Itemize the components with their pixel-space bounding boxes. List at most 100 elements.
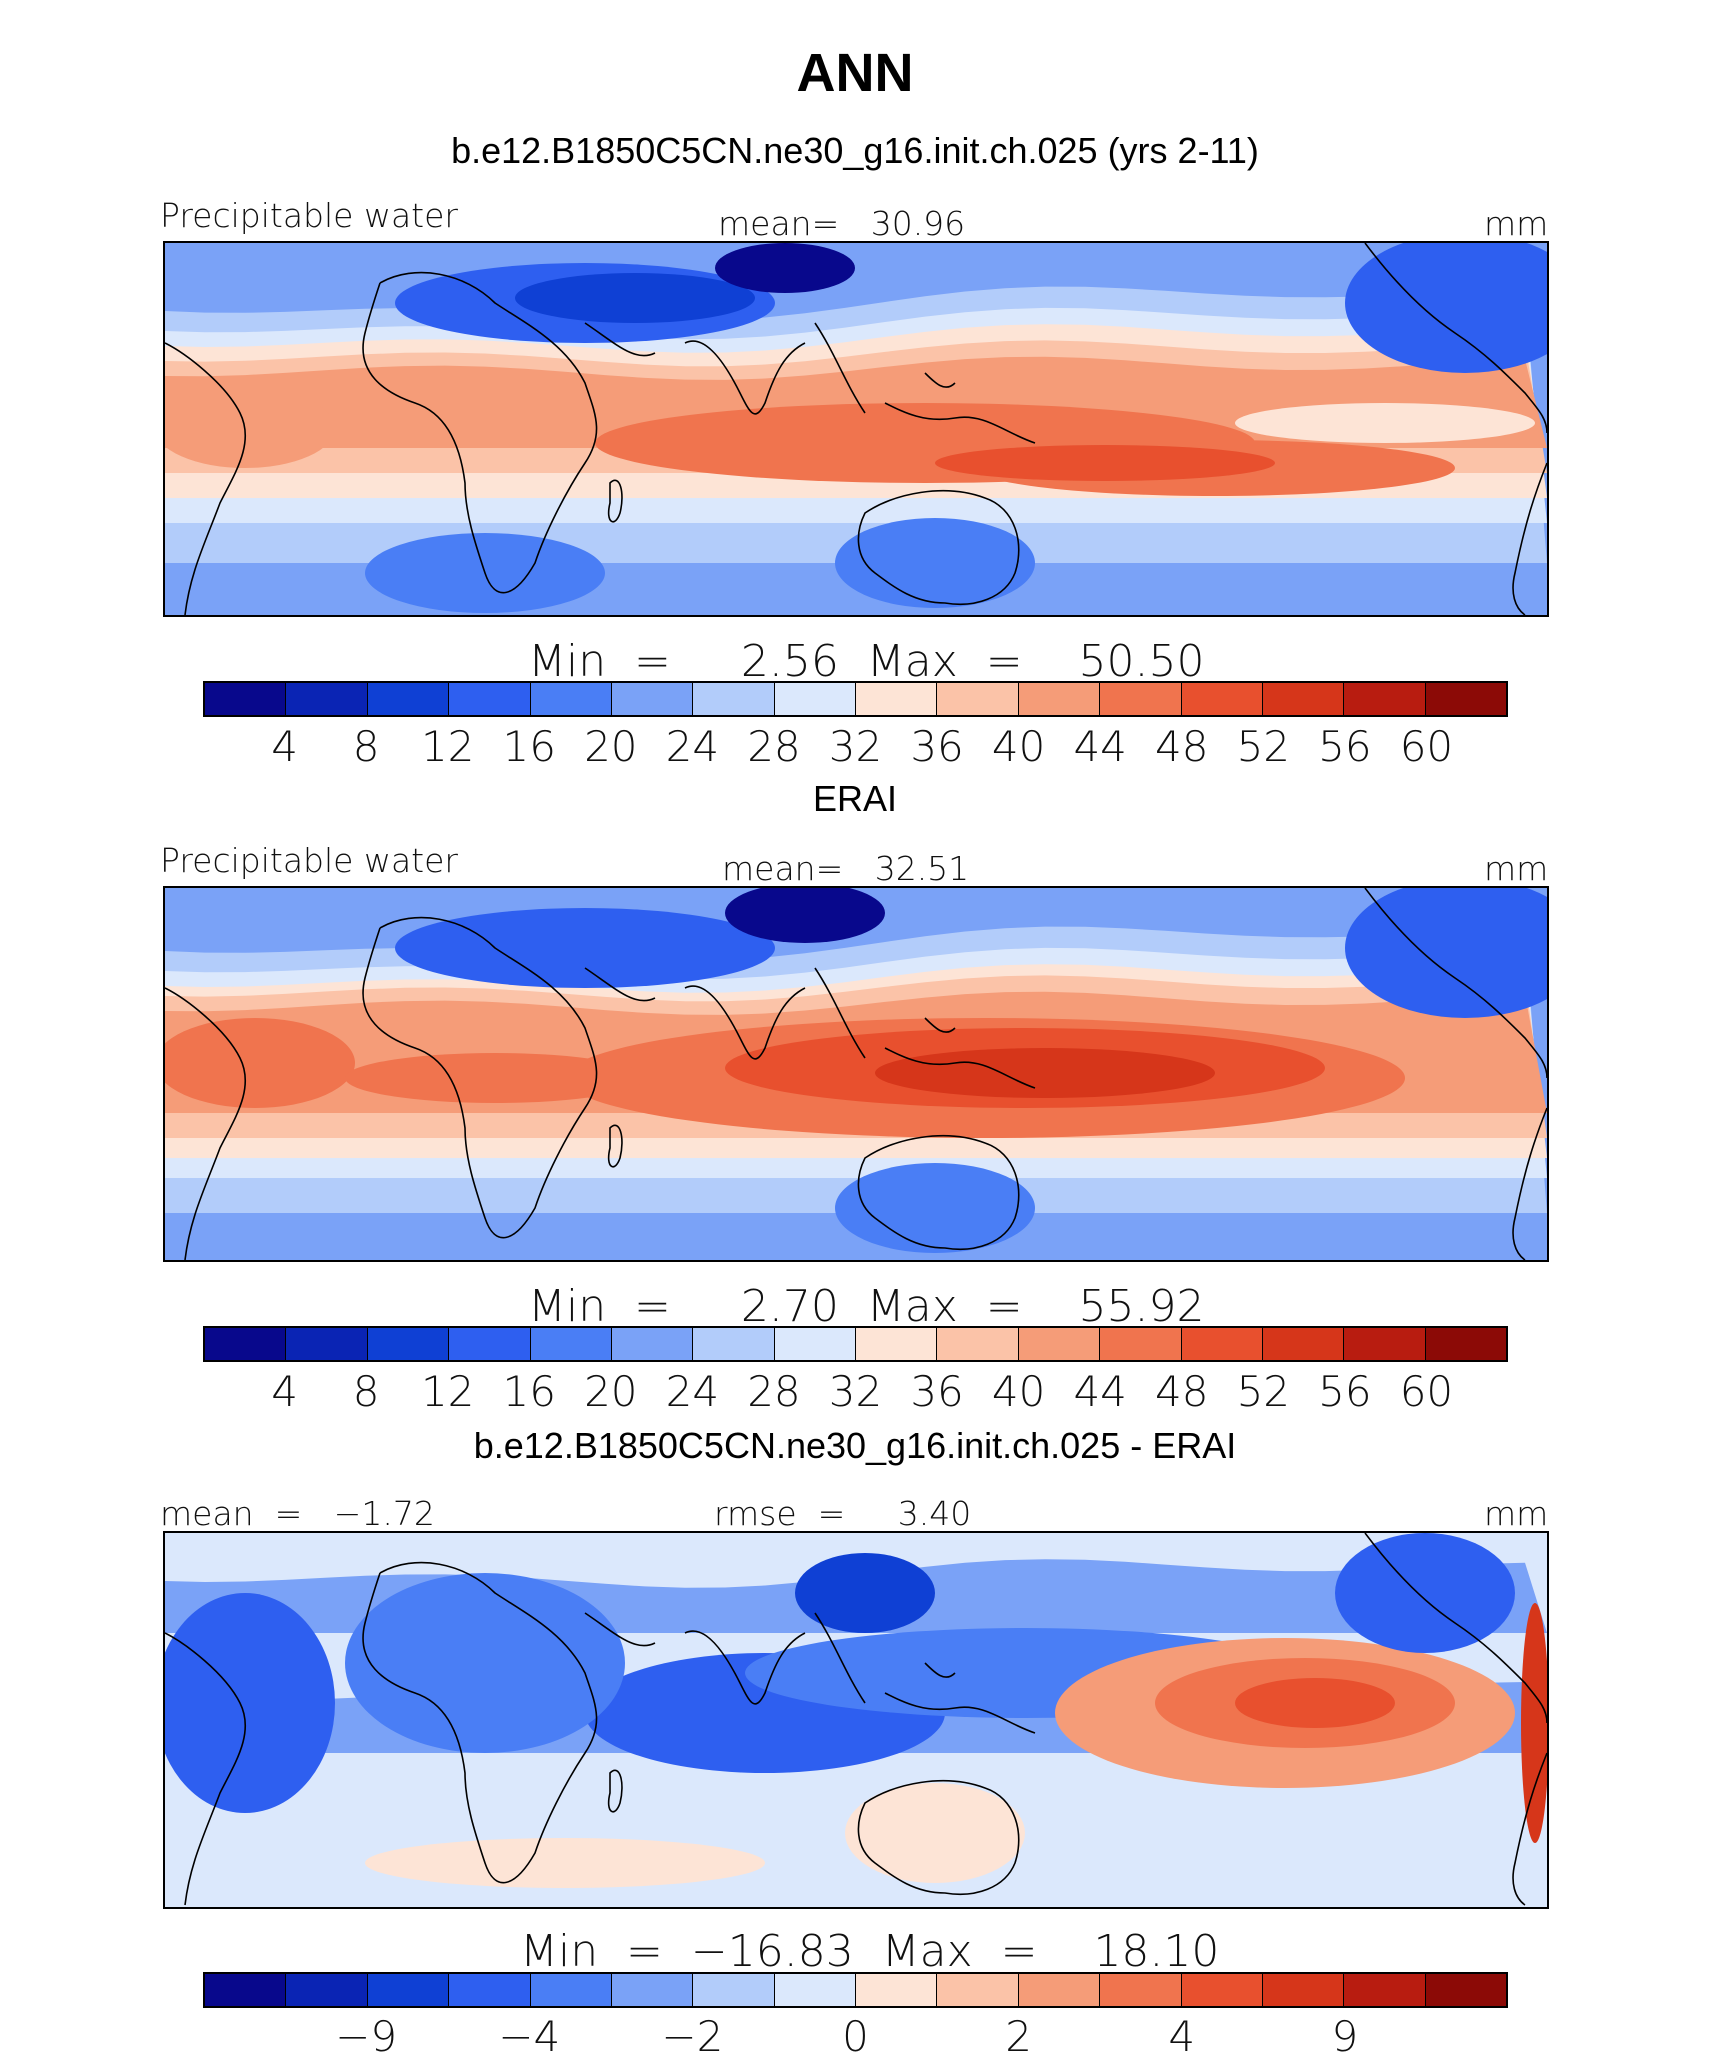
panel-2-min-max: Min = 2.70 Max = 55.92 — [528, 1281, 1205, 1332]
colorbar-swatch — [856, 683, 938, 715]
colorbar-swatch — [1425, 1974, 1506, 2006]
panel-2-title: ERAI — [812, 778, 898, 819]
colorbar-tick-label: 52 — [1236, 1367, 1291, 1416]
colorbar-swatch — [286, 1974, 368, 2006]
panel-1-map — [163, 241, 1549, 617]
colorbar-swatch — [1018, 1974, 1101, 2006]
contour-blob — [165, 1018, 355, 1108]
colorbar-tick-label: 36 — [910, 722, 964, 771]
panel-3-contour-field — [165, 1533, 1547, 1907]
colorbar-swatch — [856, 1328, 938, 1360]
panel-3-units-label: mm — [1484, 1494, 1549, 1533]
coastline — [362, 916, 598, 1239]
colorbar-swatch — [449, 1328, 531, 1360]
contour-blob — [835, 518, 1035, 608]
colorbar-swatch — [1018, 683, 1101, 715]
colorbar-swatch — [449, 683, 531, 715]
colorbar-swatch — [286, 683, 368, 715]
panel-3-colorbar — [203, 1972, 1508, 2008]
panel-3-title: b.e12.B1850C5CN.ne30_g16.init.ch.025 - E… — [473, 1425, 1237, 1466]
colorbar-tick-label: −9 — [335, 2012, 398, 2061]
colorbar-swatch — [611, 1974, 694, 2006]
coastline — [362, 271, 598, 594]
colorbar-tick-label: 48 — [1155, 1367, 1209, 1416]
contour-blob — [1235, 1678, 1395, 1728]
colorbar-swatch — [937, 1974, 1019, 2006]
colorbar-tick-label: 36 — [910, 1367, 964, 1416]
colorbar-tick-label: 9 — [1331, 2012, 1359, 2061]
colorbar-swatch — [1344, 683, 1426, 715]
colorbar-swatch — [530, 1328, 612, 1360]
colorbar-tick-label: 24 — [665, 1367, 720, 1416]
season-title: ANN — [796, 43, 914, 103]
colorbar-swatch — [693, 1328, 775, 1360]
contour-blob — [875, 1048, 1215, 1098]
panel-3-min-max: Min = −16.83 Max = 18.10 — [520, 1926, 1220, 1977]
colorbar-swatch — [774, 1974, 856, 2006]
contour-blob — [345, 1053, 645, 1103]
contour-blob — [935, 445, 1275, 481]
colorbar-tick-label: 24 — [665, 722, 720, 771]
colorbar-swatch — [856, 1974, 938, 2006]
colorbar-swatch — [286, 1328, 368, 1360]
contour-blob — [1235, 403, 1535, 443]
coastline — [165, 1632, 247, 1906]
panel-2-variable-label: Precipitable water — [160, 841, 458, 880]
panel-1-colorbar — [203, 681, 1508, 717]
colorbar-tick-label: 32 — [828, 722, 883, 771]
colorbar-tick-label: 8 — [352, 1367, 380, 1416]
colorbar-swatch — [367, 683, 450, 715]
colorbar-tick-label: −2 — [661, 2012, 724, 2061]
colorbar-tick-label: 4 — [1168, 2012, 1196, 2061]
coastline — [607, 479, 623, 523]
contour-blob — [1345, 243, 1547, 373]
panel-2-colorbar — [203, 1326, 1508, 1362]
contour-blob — [835, 1163, 1035, 1253]
coastline — [814, 322, 1036, 444]
contour-blob — [515, 273, 755, 323]
colorbar-swatch — [1425, 1328, 1506, 1360]
contour-blob — [845, 1783, 1025, 1883]
colorbar-swatch — [449, 1974, 531, 2006]
colorbar-tick-label: 48 — [1155, 722, 1209, 771]
contour-blob — [395, 908, 775, 988]
contour-blob — [1335, 1533, 1515, 1653]
coastline — [814, 1612, 1036, 1734]
coastline — [857, 489, 1020, 605]
contour-blob — [165, 1593, 335, 1813]
colorbar-swatch — [367, 1974, 450, 2006]
coastline — [584, 967, 806, 1060]
colorbar-swatch — [1100, 1974, 1182, 2006]
coastline — [857, 1134, 1020, 1250]
colorbar-tick-label: 8 — [352, 722, 380, 771]
colorbar-swatch — [1262, 683, 1345, 715]
colorbar-tick-label: 2 — [1005, 2012, 1032, 2061]
colorbar-tick-label: 44 — [1073, 722, 1127, 771]
coastline — [584, 322, 806, 415]
colorbar-swatch — [205, 683, 287, 715]
colorbar-tick-label: 20 — [584, 722, 638, 771]
panel-3-map — [163, 1531, 1549, 1909]
contour-blob — [165, 388, 335, 468]
coastline — [584, 1612, 806, 1705]
colorbar-tick-label: 60 — [1399, 1367, 1454, 1416]
colorbar-swatch — [774, 1328, 856, 1360]
coastline — [165, 342, 247, 615]
coastline — [1364, 243, 1547, 615]
panel-2-map — [163, 886, 1549, 1262]
panel-1-contour-field — [165, 243, 1547, 615]
panel-1-variable-label: Precipitable water — [160, 196, 458, 235]
panel-2-units-label: mm — [1484, 849, 1549, 888]
colorbar-swatch — [693, 1974, 775, 2006]
colorbar-tick-label: 52 — [1236, 722, 1291, 771]
colorbar-tick-label: 56 — [1318, 1367, 1372, 1416]
contour-blob — [795, 1553, 935, 1633]
panel-1-title: b.e12.B1850C5CN.ne30_g16.init.ch.025 (yr… — [451, 130, 1259, 171]
colorbar-swatch — [774, 683, 856, 715]
colorbar-swatch — [205, 1328, 287, 1360]
coastline — [165, 987, 247, 1260]
coastline — [814, 967, 1036, 1089]
coastline — [607, 1769, 623, 1813]
colorbar-tick-label: 28 — [747, 722, 801, 771]
